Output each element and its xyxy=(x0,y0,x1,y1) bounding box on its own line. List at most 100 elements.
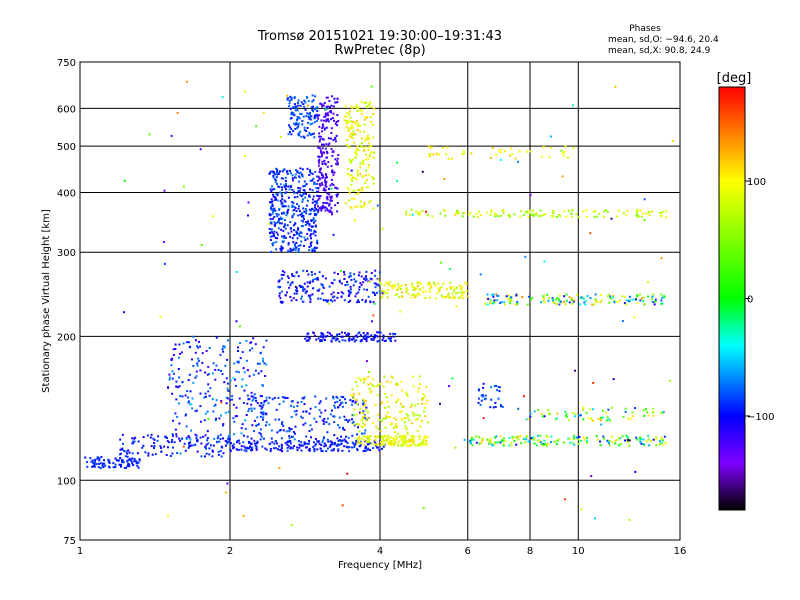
data-point xyxy=(409,440,411,443)
data-point xyxy=(317,337,320,340)
data-point xyxy=(576,293,579,296)
data-point xyxy=(422,397,425,400)
data-point xyxy=(96,457,99,460)
data-point xyxy=(226,387,229,390)
data-point xyxy=(419,425,422,428)
data-point xyxy=(260,405,262,408)
data-point xyxy=(303,189,306,192)
data-point xyxy=(329,440,332,443)
data-point xyxy=(329,106,331,109)
data-point xyxy=(280,201,283,204)
data-point xyxy=(318,183,321,186)
data-point xyxy=(500,148,503,151)
data-point xyxy=(573,415,576,418)
data-point xyxy=(345,115,348,118)
data-point xyxy=(354,381,357,383)
data-point xyxy=(373,443,376,446)
data-point xyxy=(380,435,383,438)
data-point xyxy=(324,179,326,182)
data-point xyxy=(365,299,367,302)
data-point xyxy=(612,378,615,381)
data-point xyxy=(323,128,326,131)
data-point xyxy=(410,435,413,438)
data-point xyxy=(287,208,290,211)
data-point xyxy=(300,225,303,227)
data-point xyxy=(298,117,301,120)
data-point xyxy=(550,441,552,444)
data-point xyxy=(384,426,387,429)
data-point xyxy=(336,193,339,196)
data-point xyxy=(593,215,596,218)
data-point xyxy=(523,438,525,441)
data-point xyxy=(276,168,279,171)
data-point xyxy=(336,334,338,337)
data-point xyxy=(229,379,232,382)
data-point xyxy=(280,437,283,440)
data-point xyxy=(400,284,403,287)
data-point xyxy=(301,175,304,178)
data-point xyxy=(312,221,315,224)
data-point xyxy=(255,424,258,427)
data-point xyxy=(475,435,478,438)
data-point xyxy=(225,402,228,405)
data-point xyxy=(401,295,404,298)
data-point xyxy=(93,463,96,466)
data-point xyxy=(330,199,333,202)
data-point xyxy=(497,295,500,297)
data-point xyxy=(175,433,178,436)
data-point xyxy=(510,299,513,302)
data-point xyxy=(329,299,332,302)
data-point xyxy=(349,399,352,402)
data-point xyxy=(326,192,329,195)
data-point xyxy=(352,393,355,396)
data-point xyxy=(359,379,362,382)
data-point xyxy=(350,127,353,130)
data-point xyxy=(565,293,568,296)
data-point xyxy=(283,184,286,187)
data-point xyxy=(373,282,376,285)
data-point xyxy=(304,239,307,242)
data-point xyxy=(188,400,190,403)
data-point xyxy=(664,442,667,444)
data-point xyxy=(308,246,311,248)
data-point xyxy=(177,386,180,389)
data-point xyxy=(551,298,554,301)
data-point xyxy=(275,175,278,178)
data-point xyxy=(331,409,333,412)
data-point xyxy=(281,421,284,424)
data-point xyxy=(269,188,272,191)
data-point xyxy=(211,398,214,401)
data-point xyxy=(347,332,350,335)
data-point xyxy=(295,299,298,302)
data-point xyxy=(308,412,311,415)
data-point xyxy=(571,209,574,212)
colorbar-tick-label: 0 xyxy=(747,295,753,306)
data-point xyxy=(260,370,263,373)
data-point xyxy=(567,437,570,440)
data-point xyxy=(192,381,195,384)
data-point xyxy=(325,143,328,146)
data-point xyxy=(497,385,500,388)
data-point xyxy=(290,117,293,119)
data-point xyxy=(410,208,413,211)
data-point xyxy=(262,111,265,114)
data-point xyxy=(289,284,292,287)
data-point xyxy=(281,450,283,453)
data-point xyxy=(531,213,534,216)
data-point xyxy=(268,396,271,399)
data-point xyxy=(351,418,353,421)
data-point xyxy=(500,301,503,304)
data-point xyxy=(300,415,303,418)
data-point xyxy=(595,300,597,303)
data-point xyxy=(341,401,344,404)
data-point xyxy=(484,302,487,305)
data-point xyxy=(321,292,324,295)
data-point xyxy=(205,350,208,352)
data-point xyxy=(637,215,640,218)
data-point xyxy=(302,397,305,400)
data-point xyxy=(314,95,317,98)
data-point xyxy=(394,294,397,296)
data-point xyxy=(120,465,122,468)
data-point xyxy=(493,443,496,446)
data-point xyxy=(326,176,328,179)
